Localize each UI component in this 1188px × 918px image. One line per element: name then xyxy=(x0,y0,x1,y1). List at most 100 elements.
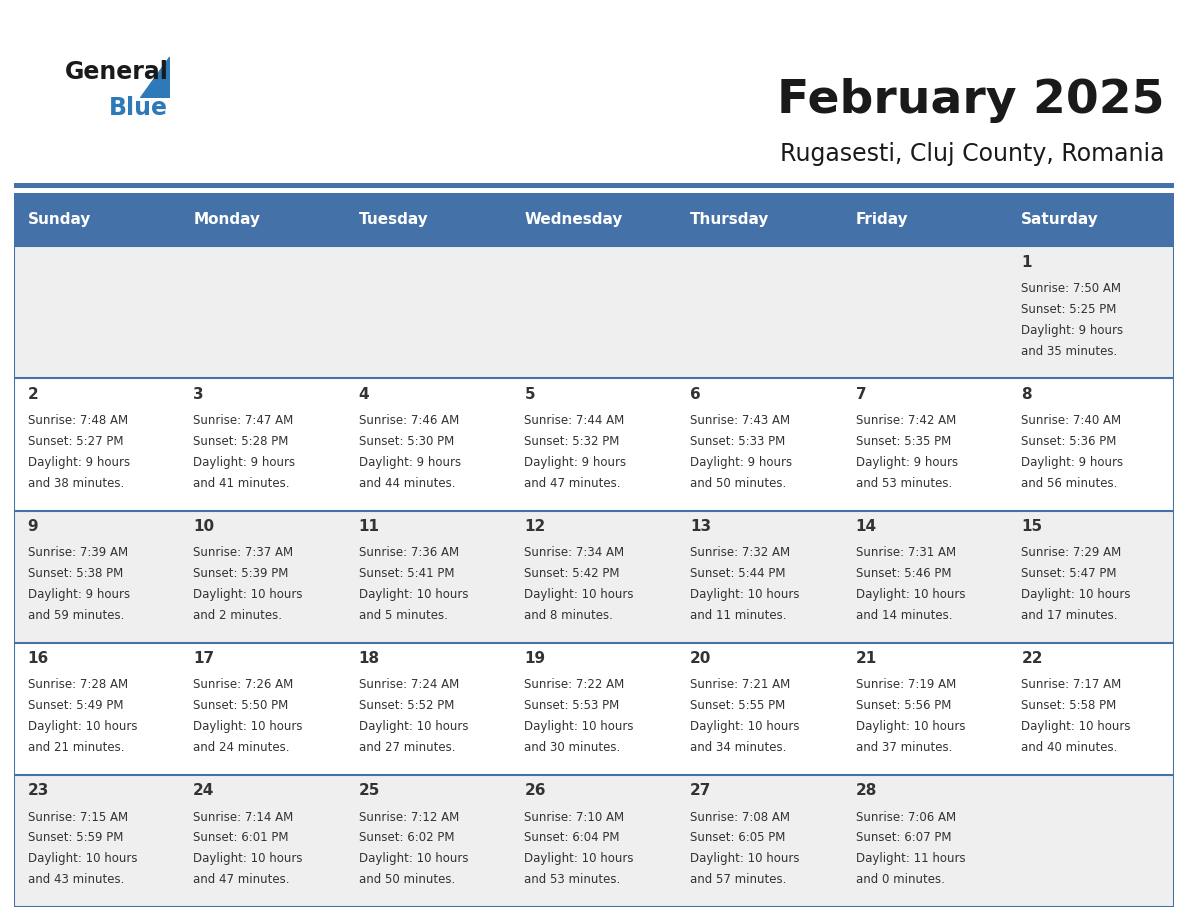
Text: 24: 24 xyxy=(194,783,215,798)
FancyBboxPatch shape xyxy=(511,193,677,246)
Text: 9: 9 xyxy=(27,519,38,534)
Text: and 56 minutes.: and 56 minutes. xyxy=(1022,476,1118,490)
Text: Daylight: 10 hours: Daylight: 10 hours xyxy=(690,588,800,601)
Text: Sunset: 5:35 PM: Sunset: 5:35 PM xyxy=(855,435,950,448)
Text: Sunset: 5:27 PM: Sunset: 5:27 PM xyxy=(27,435,124,448)
Text: Daylight: 10 hours: Daylight: 10 hours xyxy=(27,721,137,733)
Text: Thursday: Thursday xyxy=(690,212,770,227)
Text: 14: 14 xyxy=(855,519,877,534)
Text: Sunset: 6:04 PM: Sunset: 6:04 PM xyxy=(524,832,620,845)
Text: 3: 3 xyxy=(194,386,204,402)
Text: Daylight: 10 hours: Daylight: 10 hours xyxy=(359,852,468,866)
Text: Sunrise: 7:22 AM: Sunrise: 7:22 AM xyxy=(524,678,625,691)
Text: and 38 minutes.: and 38 minutes. xyxy=(27,476,124,490)
Text: Daylight: 9 hours: Daylight: 9 hours xyxy=(524,456,626,469)
Text: Sunset: 5:53 PM: Sunset: 5:53 PM xyxy=(524,700,620,712)
Text: and 35 minutes.: and 35 minutes. xyxy=(1022,345,1118,358)
Text: and 17 minutes.: and 17 minutes. xyxy=(1022,609,1118,622)
Text: Sunrise: 7:44 AM: Sunrise: 7:44 AM xyxy=(524,414,625,427)
Text: Daylight: 10 hours: Daylight: 10 hours xyxy=(1022,588,1131,601)
Text: and 34 minutes.: and 34 minutes. xyxy=(690,741,786,754)
Text: Sunrise: 7:47 AM: Sunrise: 7:47 AM xyxy=(194,414,293,427)
Text: Wednesday: Wednesday xyxy=(524,212,623,227)
Text: Sunrise: 7:29 AM: Sunrise: 7:29 AM xyxy=(1022,546,1121,559)
Text: Sunrise: 7:31 AM: Sunrise: 7:31 AM xyxy=(855,546,956,559)
Text: 25: 25 xyxy=(359,783,380,798)
Text: 15: 15 xyxy=(1022,519,1043,534)
Text: and 14 minutes.: and 14 minutes. xyxy=(855,609,953,622)
Text: Daylight: 9 hours: Daylight: 9 hours xyxy=(27,456,129,469)
Text: and 27 minutes.: and 27 minutes. xyxy=(359,741,455,754)
Text: Sunrise: 7:12 AM: Sunrise: 7:12 AM xyxy=(359,811,459,823)
Text: Sunrise: 7:15 AM: Sunrise: 7:15 AM xyxy=(27,811,127,823)
Text: and 43 minutes.: and 43 minutes. xyxy=(27,873,124,886)
Text: Sunrise: 7:34 AM: Sunrise: 7:34 AM xyxy=(524,546,625,559)
Text: Daylight: 10 hours: Daylight: 10 hours xyxy=(855,588,965,601)
Text: Sunset: 5:46 PM: Sunset: 5:46 PM xyxy=(855,567,952,580)
Text: Daylight: 10 hours: Daylight: 10 hours xyxy=(524,721,634,733)
Text: Daylight: 11 hours: Daylight: 11 hours xyxy=(855,852,966,866)
FancyBboxPatch shape xyxy=(14,510,1174,643)
Text: Daylight: 9 hours: Daylight: 9 hours xyxy=(1022,456,1124,469)
Text: Sunset: 5:28 PM: Sunset: 5:28 PM xyxy=(194,435,289,448)
Text: Sunrise: 7:37 AM: Sunrise: 7:37 AM xyxy=(194,546,293,559)
Text: and 53 minutes.: and 53 minutes. xyxy=(855,476,952,490)
Text: Sunrise: 7:21 AM: Sunrise: 7:21 AM xyxy=(690,678,790,691)
Text: Sunset: 5:56 PM: Sunset: 5:56 PM xyxy=(855,700,952,712)
Text: Sunset: 5:44 PM: Sunset: 5:44 PM xyxy=(690,567,785,580)
Text: Daylight: 9 hours: Daylight: 9 hours xyxy=(1022,324,1124,337)
Text: Tuesday: Tuesday xyxy=(359,212,429,227)
Text: 20: 20 xyxy=(690,651,712,666)
Text: 17: 17 xyxy=(194,651,214,666)
Text: Sunset: 5:59 PM: Sunset: 5:59 PM xyxy=(27,832,122,845)
Text: and 21 minutes.: and 21 minutes. xyxy=(27,741,124,754)
FancyBboxPatch shape xyxy=(346,193,511,246)
Text: and 57 minutes.: and 57 minutes. xyxy=(690,873,786,886)
Text: 22: 22 xyxy=(1022,651,1043,666)
Text: Sunset: 5:50 PM: Sunset: 5:50 PM xyxy=(194,700,289,712)
Text: Sunrise: 7:32 AM: Sunrise: 7:32 AM xyxy=(690,546,790,559)
Text: Sunrise: 7:10 AM: Sunrise: 7:10 AM xyxy=(524,811,625,823)
Text: Daylight: 9 hours: Daylight: 9 hours xyxy=(27,588,129,601)
Text: Daylight: 10 hours: Daylight: 10 hours xyxy=(27,852,137,866)
Text: 12: 12 xyxy=(524,519,545,534)
Text: Sunset: 5:33 PM: Sunset: 5:33 PM xyxy=(690,435,785,448)
FancyBboxPatch shape xyxy=(179,193,346,246)
Text: Daylight: 10 hours: Daylight: 10 hours xyxy=(690,852,800,866)
Text: Sunrise: 7:39 AM: Sunrise: 7:39 AM xyxy=(27,546,127,559)
FancyBboxPatch shape xyxy=(14,775,1174,907)
Text: 18: 18 xyxy=(359,651,380,666)
Text: Sunset: 5:52 PM: Sunset: 5:52 PM xyxy=(359,700,454,712)
Text: Sunset: 5:49 PM: Sunset: 5:49 PM xyxy=(27,700,124,712)
Text: Daylight: 10 hours: Daylight: 10 hours xyxy=(1022,721,1131,733)
Text: Daylight: 10 hours: Daylight: 10 hours xyxy=(524,588,634,601)
Text: and 0 minutes.: and 0 minutes. xyxy=(855,873,944,886)
Text: Sunrise: 7:43 AM: Sunrise: 7:43 AM xyxy=(690,414,790,427)
FancyBboxPatch shape xyxy=(14,378,1174,510)
Text: Daylight: 10 hours: Daylight: 10 hours xyxy=(359,721,468,733)
Text: 4: 4 xyxy=(359,386,369,402)
Text: Daylight: 10 hours: Daylight: 10 hours xyxy=(690,721,800,733)
Text: Daylight: 10 hours: Daylight: 10 hours xyxy=(194,588,303,601)
Text: Sunrise: 7:06 AM: Sunrise: 7:06 AM xyxy=(855,811,956,823)
Text: Sunset: 6:02 PM: Sunset: 6:02 PM xyxy=(359,832,454,845)
Text: Daylight: 10 hours: Daylight: 10 hours xyxy=(194,852,303,866)
Text: Daylight: 9 hours: Daylight: 9 hours xyxy=(855,456,958,469)
Text: Sunrise: 7:17 AM: Sunrise: 7:17 AM xyxy=(1022,678,1121,691)
Text: Sunset: 5:41 PM: Sunset: 5:41 PM xyxy=(359,567,454,580)
Text: Daylight: 10 hours: Daylight: 10 hours xyxy=(359,588,468,601)
Text: Daylight: 9 hours: Daylight: 9 hours xyxy=(690,456,792,469)
Text: 21: 21 xyxy=(855,651,877,666)
Text: Sunset: 5:30 PM: Sunset: 5:30 PM xyxy=(359,435,454,448)
Text: Sunrise: 7:36 AM: Sunrise: 7:36 AM xyxy=(359,546,459,559)
Text: General: General xyxy=(65,60,169,84)
Text: Daylight: 10 hours: Daylight: 10 hours xyxy=(524,852,634,866)
Text: and 40 minutes.: and 40 minutes. xyxy=(1022,741,1118,754)
Text: Saturday: Saturday xyxy=(1022,212,1099,227)
Text: Sunrise: 7:42 AM: Sunrise: 7:42 AM xyxy=(855,414,956,427)
Text: Sunrise: 7:19 AM: Sunrise: 7:19 AM xyxy=(855,678,956,691)
FancyBboxPatch shape xyxy=(842,193,1009,246)
Text: and 30 minutes.: and 30 minutes. xyxy=(524,741,620,754)
Text: and 11 minutes.: and 11 minutes. xyxy=(690,609,786,622)
Text: and 2 minutes.: and 2 minutes. xyxy=(194,609,282,622)
